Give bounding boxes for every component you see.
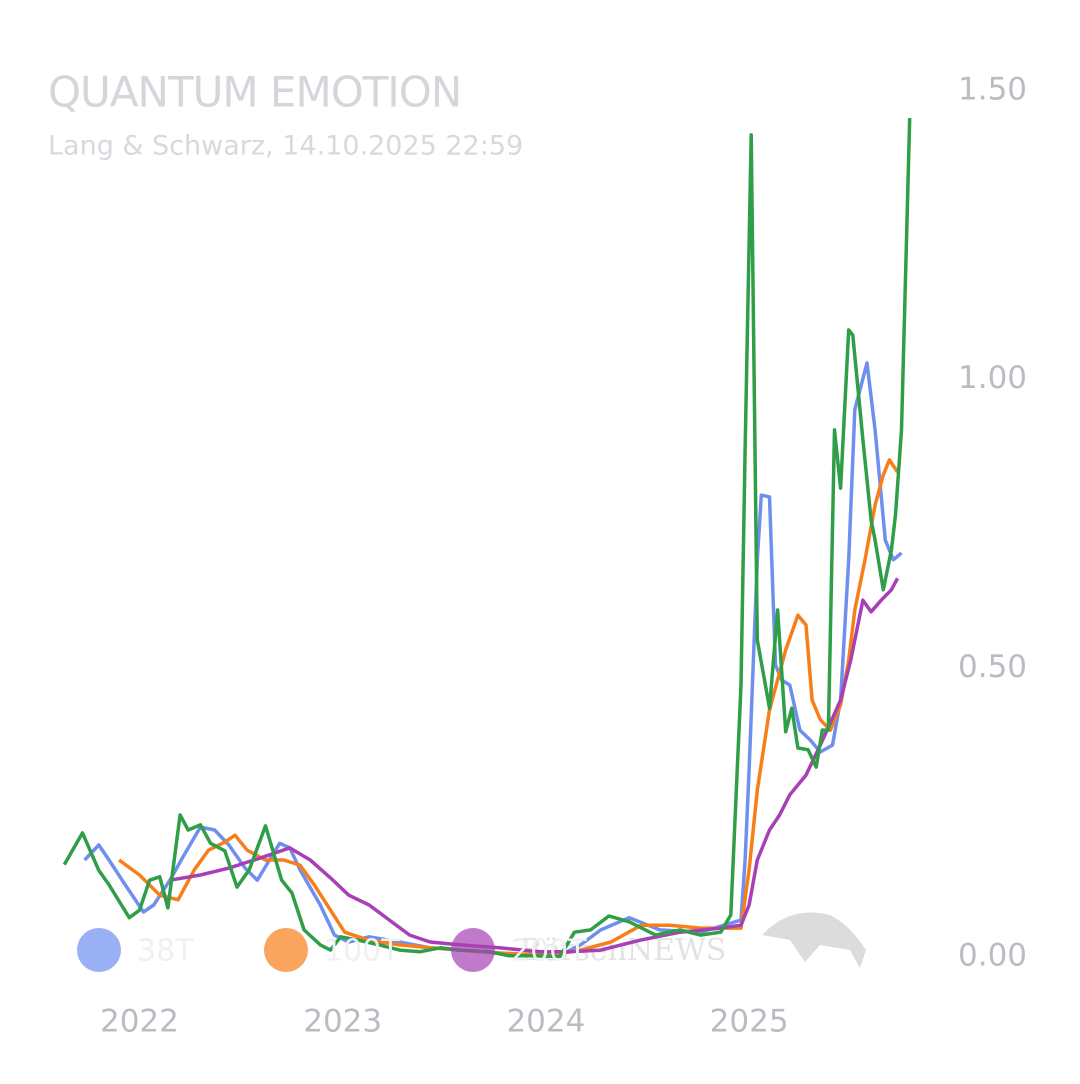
chart-title: QUANTUM EMOTION [48, 68, 461, 117]
y-tick-label: 0.00 [958, 938, 1027, 974]
legend-label: 100T [324, 934, 400, 969]
series-line [62, 118, 912, 959]
chart-subtitle: Lang & Schwarz, 14.10.2025 22:59 [48, 131, 523, 162]
y-tick-label: 1.50 [958, 72, 1027, 108]
y-tick-label: 1.00 [958, 360, 1027, 396]
legend-label: 200T [511, 934, 587, 969]
legend-swatch [451, 928, 495, 972]
x-tick-label: 2022 [100, 1004, 179, 1040]
y-tick-label: 0.50 [958, 649, 1027, 685]
watermark-logo [762, 912, 866, 968]
series-line [83, 361, 903, 958]
x-tick-label: 2023 [303, 1004, 382, 1040]
legend-swatch [77, 928, 121, 972]
x-tick-label: 2025 [710, 1004, 789, 1040]
x-tick-label: 2024 [506, 1004, 585, 1040]
series-line [118, 458, 899, 958]
legend-swatch [264, 928, 308, 972]
series-line [169, 577, 900, 954]
legend-label: 38T [137, 934, 194, 969]
